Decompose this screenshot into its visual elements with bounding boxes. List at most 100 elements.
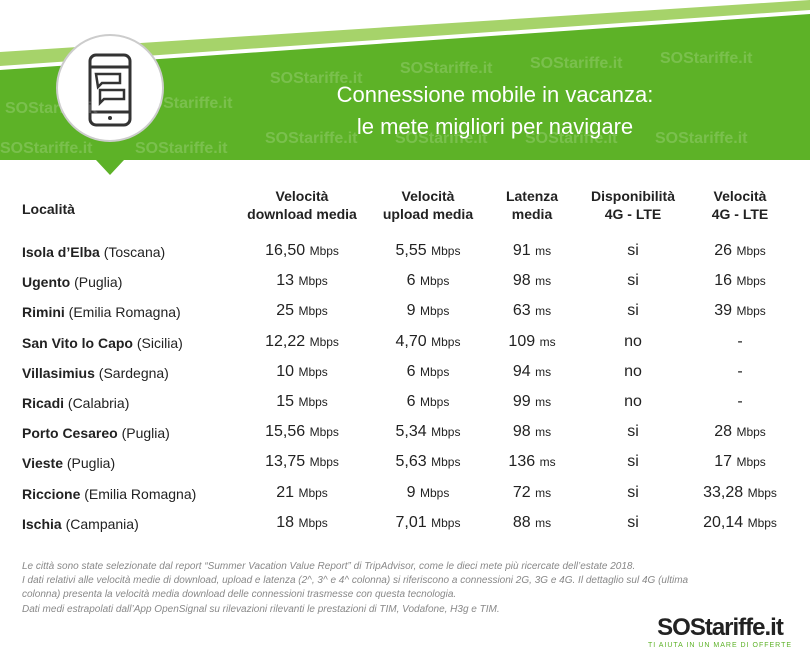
column-header: Velocità download media xyxy=(222,187,382,223)
region: (Puglia) xyxy=(121,425,170,442)
cell-unit: ms xyxy=(539,455,556,470)
cell-value: 18 xyxy=(276,513,294,531)
logo-tagline: TI AIUTA IN UN MARE DI OFFERTE xyxy=(647,642,793,649)
cell-value: si xyxy=(627,242,639,259)
cell: no xyxy=(563,333,703,351)
place: Riccione (Emilia Romagna) xyxy=(22,486,196,502)
cell: 10 Mbps xyxy=(232,363,372,381)
cell-unit: Mbps xyxy=(420,485,450,500)
cell-value: 6 xyxy=(406,362,416,380)
header-line: 4G - LTE xyxy=(711,206,769,222)
cell-value: si xyxy=(627,272,639,290)
watermark: SOStariffe.it xyxy=(525,130,618,147)
cell: si xyxy=(563,242,703,260)
cell-value: 136 xyxy=(508,453,536,471)
cell-unit: Mbps xyxy=(298,274,328,289)
place: Ischia (Campania) xyxy=(22,516,139,532)
cell: - xyxy=(670,333,810,351)
region: (Puglia) xyxy=(74,274,123,291)
header-line: Velocità xyxy=(275,188,329,204)
cell: si xyxy=(563,453,703,471)
cell: 63 ms xyxy=(462,302,602,320)
footnote: colonna) presenta la velocità media down… xyxy=(22,589,457,601)
place-name: Ugento xyxy=(22,274,71,291)
region: (Emilia Romagna) xyxy=(68,304,181,321)
cell-unit: ms xyxy=(535,485,552,500)
cell-value: si xyxy=(627,453,639,471)
cell-unit: ms xyxy=(535,274,552,289)
place-name: Rimini xyxy=(22,304,65,321)
cell-value: 13 xyxy=(276,272,294,290)
cell: 33,28 Mbps xyxy=(670,484,810,502)
cell-unit: Mbps xyxy=(420,274,450,289)
cell-unit: Mbps xyxy=(309,455,339,470)
header-line: Disponibilità xyxy=(591,188,675,204)
cell: 109 ms xyxy=(462,333,602,351)
cell-value: 39 xyxy=(714,302,732,320)
cell-value: si xyxy=(627,513,639,531)
place: Isola d’Elba (Toscana) xyxy=(22,244,165,260)
region: (Toscana) xyxy=(103,244,166,260)
cell-value: si xyxy=(627,423,639,441)
cell-value: 20,14 xyxy=(703,513,744,531)
cell: 88 ms xyxy=(462,514,602,532)
cell: 9 Mbps xyxy=(358,302,498,320)
region: (Campania) xyxy=(65,515,139,532)
watermark: SOStariffe.it xyxy=(0,140,93,157)
header-line: 4G - LTE xyxy=(604,206,662,222)
place: Villasimius (Sardegna) xyxy=(22,365,169,381)
cell-value: 33,28 xyxy=(703,483,744,501)
cell-unit: Mbps xyxy=(298,395,328,409)
cell: 25 Mbps xyxy=(232,302,372,320)
cell-unit: Mbps xyxy=(431,425,461,440)
cell-value: 98 xyxy=(512,423,531,441)
header-line: download media xyxy=(247,206,357,222)
watermark: SOStariffe.it xyxy=(660,50,753,67)
cell: 98 ms xyxy=(462,272,602,290)
cell-value: - xyxy=(737,362,743,380)
footnote: I dati relativi alle velocità medie di d… xyxy=(22,575,689,587)
footnote: Dati medi estrapolati dall’App OpenSigna… xyxy=(22,603,500,615)
cell: 5,55 Mbps xyxy=(358,242,498,260)
cell-value: no xyxy=(624,393,642,410)
header-line: Latenza xyxy=(505,188,559,204)
watermark: SOStariffe.it xyxy=(395,130,488,147)
column-header: Disponibilità 4G - LTE xyxy=(553,187,713,223)
cell: 72 ms xyxy=(462,484,602,502)
cell: 17 Mbps xyxy=(670,453,810,471)
cell-unit: ms xyxy=(535,244,552,258)
region: (Puglia) xyxy=(66,455,116,472)
cell-value: 6 xyxy=(406,272,416,290)
cell-unit: Mbps xyxy=(736,425,766,440)
cell: si xyxy=(563,272,703,290)
cell: 39 Mbps xyxy=(670,302,810,320)
header-line: media xyxy=(511,206,553,222)
cell-value: no xyxy=(624,332,642,350)
cell-value: 9 xyxy=(406,302,416,320)
cell: 16,50 Mbps xyxy=(232,242,372,260)
header-line: upload media xyxy=(382,206,474,222)
cell-unit: Mbps xyxy=(309,334,339,349)
cell-value: - xyxy=(737,393,743,410)
cell: 5,63 Mbps xyxy=(358,453,498,471)
cell: 7,01 Mbps xyxy=(358,514,498,532)
banner xyxy=(0,0,810,175)
place-name: Vieste xyxy=(22,455,63,472)
column-header: Latenza media xyxy=(452,187,612,223)
cell: si xyxy=(563,302,703,320)
cell-value: si xyxy=(627,302,639,320)
cell: 16 Mbps xyxy=(670,272,810,290)
place-name: San Vito lo Capo xyxy=(22,334,133,351)
cell-unit: ms xyxy=(539,334,556,349)
cell-value: 17 xyxy=(714,453,732,471)
title-line: le mete migliori per navigare xyxy=(356,114,634,139)
place-name: Villasimius xyxy=(22,364,95,381)
cell: 5,34 Mbps xyxy=(358,423,498,441)
cell: 6 Mbps xyxy=(358,393,498,411)
cell: si xyxy=(563,484,703,502)
watermark: SOStariffe.it xyxy=(655,130,748,147)
cell-unit: Mbps xyxy=(309,425,339,440)
watermark: SOStariffe.it xyxy=(400,60,493,77)
cell: - xyxy=(670,393,810,411)
